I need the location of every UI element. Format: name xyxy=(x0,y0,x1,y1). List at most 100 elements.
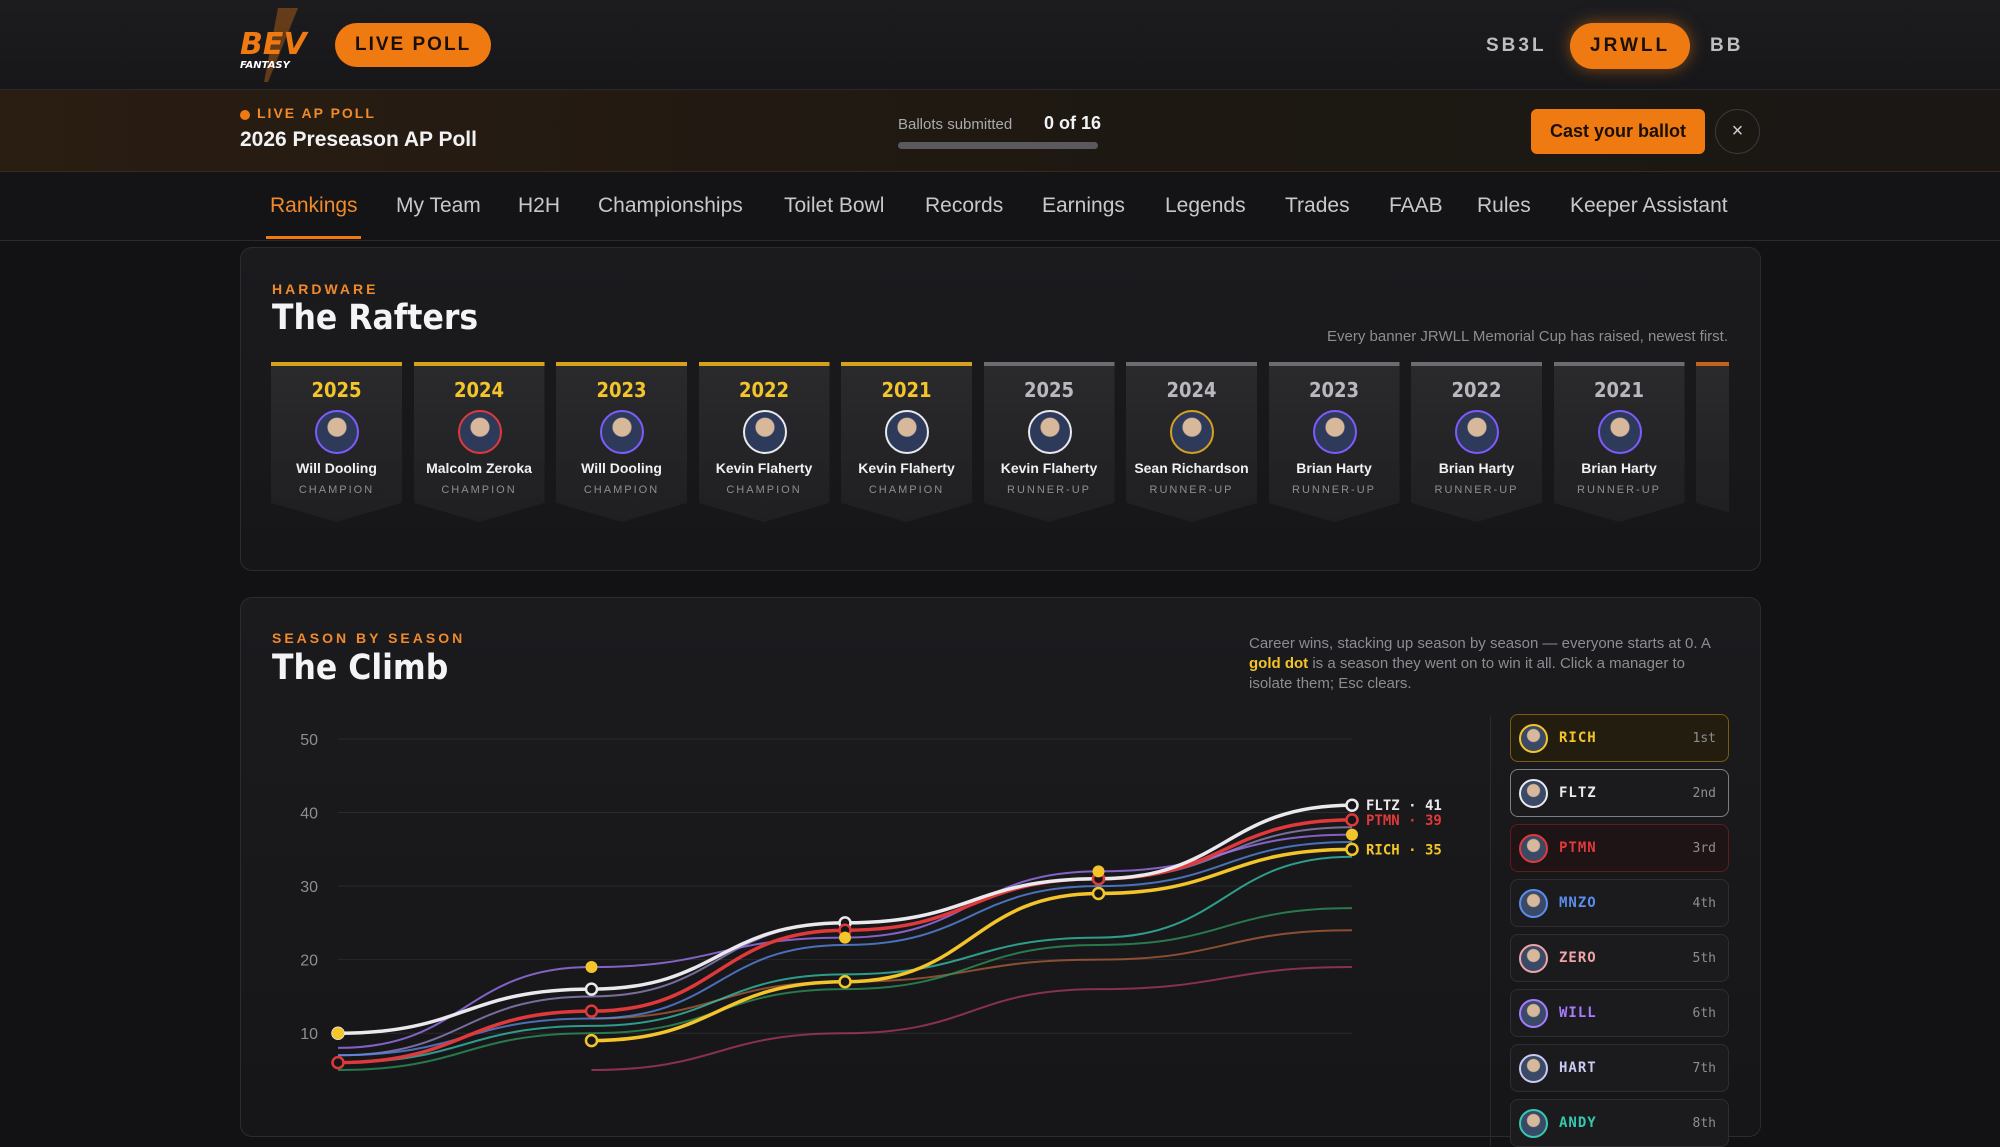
legend-manager-code: FLTZ xyxy=(1559,785,1597,801)
cast-ballot-button[interactable]: Cast your ballot xyxy=(1531,109,1705,154)
data-point xyxy=(1345,798,1359,812)
avatar xyxy=(1519,724,1548,753)
tab-h2h[interactable]: H2H xyxy=(518,194,561,217)
tab-faab[interactable]: FAAB xyxy=(1389,194,1443,217)
series-line xyxy=(337,907,1353,1071)
rafters-note: Every banner JRWLL Memorial Cup has rais… xyxy=(1327,328,1728,345)
data-point xyxy=(838,974,852,989)
legend-manager-code: WILL xyxy=(1559,1005,1597,1021)
live-poll-button[interactable]: LIVE POLL xyxy=(335,23,492,67)
tab-records[interactable]: Records xyxy=(925,194,1004,217)
championship-gold-dot xyxy=(1346,828,1358,841)
tab-keeper-assistant[interactable]: Keeper Assistant xyxy=(1570,194,1728,217)
legend-item-rich[interactable]: RICH 1st xyxy=(1510,714,1729,762)
ballots-progress-bar xyxy=(898,142,1098,149)
climb-note: Career wins, stacking up season by seaso… xyxy=(1249,634,1729,694)
close-icon[interactable]: × xyxy=(1715,109,1760,154)
ballots-count: 0 of 16 xyxy=(1044,113,1102,133)
legend-rank: 3rd xyxy=(1692,841,1716,856)
tab-rules[interactable]: Rules xyxy=(1477,194,1531,217)
avatar xyxy=(1519,1109,1548,1138)
series-line xyxy=(337,855,1353,1064)
y-tick-label: 20 xyxy=(300,953,318,970)
legend-rank: 6th xyxy=(1692,1006,1716,1021)
series-line xyxy=(337,840,1353,1057)
legend-manager-code: MNZO xyxy=(1559,895,1597,911)
avatar xyxy=(1519,944,1548,973)
data-point xyxy=(1345,842,1359,857)
active-tab-underline xyxy=(266,236,361,239)
avatar xyxy=(1519,834,1548,863)
tab-rankings[interactable]: Rankings xyxy=(270,194,358,217)
legend-item-hart[interactable]: HART 7th xyxy=(1510,1044,1729,1092)
league-tab-jrwll[interactable]: JRWLL xyxy=(1570,23,1691,69)
y-tick-label: 30 xyxy=(300,879,318,896)
legend-manager-code: ANDY xyxy=(1559,1115,1597,1131)
series-end-label: PTMN · 39 xyxy=(1366,813,1442,829)
climb-note-text: Career wins, stacking up season by seaso… xyxy=(1249,635,1711,652)
legend-item-andy[interactable]: ANDY 8th xyxy=(1510,1099,1729,1147)
legend-manager-code: RICH xyxy=(1559,730,1597,746)
legend-manager-code: HART xyxy=(1559,1060,1597,1076)
data-point xyxy=(1345,813,1359,827)
top-bar: BEV FANTASY LIVE POLL SB3L JRWLL BB xyxy=(0,0,2000,90)
league-tab-sb3l[interactable]: SB3L xyxy=(1486,35,1547,56)
main-nav: Rankings My Team H2H Championships Toile… xyxy=(0,172,2000,241)
championship-gold-dot xyxy=(332,1027,344,1040)
y-tick-label: 10 xyxy=(300,1026,318,1043)
legend-item-ptmn[interactable]: PTMN 3rd xyxy=(1510,824,1729,872)
data-point xyxy=(1091,886,1106,901)
climb-panel: SEASON BY SEASON The Climb Career wins, … xyxy=(240,597,1761,1146)
series-line xyxy=(591,966,1353,1071)
climb-note-gold: gold dot xyxy=(1249,655,1309,672)
chart-legend-divider xyxy=(1490,716,1491,1146)
championship-gold-dot xyxy=(839,931,851,944)
legend-item-mnzo[interactable]: MNZO 4th xyxy=(1510,879,1729,927)
league-tab-bb[interactable]: BB xyxy=(1710,35,1744,56)
svg-text:FANTASY: FANTASY xyxy=(240,60,292,71)
rafters-title: The Rafters xyxy=(272,298,479,338)
legend-item-will[interactable]: WILL 6th xyxy=(1510,989,1729,1037)
data-point xyxy=(584,1004,599,1018)
series-line xyxy=(591,847,1353,1043)
tab-earnings[interactable]: Earnings xyxy=(1042,194,1125,217)
avatar xyxy=(1519,779,1548,808)
tab-trades[interactable]: Trades xyxy=(1285,194,1350,217)
tab-championships[interactable]: Championships xyxy=(598,194,743,217)
climb-kicker: SEASON BY SEASON xyxy=(272,630,466,646)
championship-gold-dot xyxy=(1092,865,1105,878)
tab-legends[interactable]: Legends xyxy=(1165,194,1246,217)
avatar xyxy=(1519,1054,1548,1083)
climb-title: The Climb xyxy=(272,648,449,688)
rafters-panel: HARDWARE The Rafters Every banner JRWLL … xyxy=(240,247,1761,571)
championship-gold-dot xyxy=(585,961,598,974)
legend-manager-code: ZERO xyxy=(1559,950,1597,966)
legend-rank: 7th xyxy=(1692,1061,1716,1076)
svg-text:BEV: BEV xyxy=(240,27,309,62)
poll-title: 2026 Preseason AP Poll xyxy=(240,128,477,151)
legend-rank: 4th xyxy=(1692,896,1716,911)
y-tick-label: 50 xyxy=(300,732,318,749)
data-point xyxy=(584,982,599,996)
series-end-label: RICH · 35 xyxy=(1366,842,1442,858)
y-tick-label: 40 xyxy=(300,806,318,823)
poll-kicker: LIVE AP POLL xyxy=(257,105,376,121)
avatar xyxy=(1519,889,1548,918)
legend-item-fltz[interactable]: FLTZ 2nd xyxy=(1510,769,1729,817)
legend-rank: 2nd xyxy=(1692,786,1716,801)
bev-fantasy-logo[interactable]: BEV FANTASY xyxy=(238,6,320,84)
live-indicator-dot xyxy=(240,110,250,120)
rafters-kicker: HARDWARE xyxy=(272,281,379,297)
legend-manager-code: PTMN xyxy=(1559,840,1597,856)
data-point xyxy=(584,1033,599,1048)
tab-toilet-bowl[interactable]: Toilet Bowl xyxy=(784,194,885,217)
legend-rank: 5th xyxy=(1692,951,1716,966)
legend-item-zero[interactable]: ZERO 5th xyxy=(1510,934,1729,982)
ballots-label: Ballots submitted xyxy=(898,116,1013,133)
legend-rank: 8th xyxy=(1692,1116,1716,1131)
data-point xyxy=(331,1055,345,1070)
series-end-label: FLTZ · 41 xyxy=(1366,798,1442,814)
avatar xyxy=(1519,999,1548,1028)
tab-my-team[interactable]: My Team xyxy=(396,194,481,217)
climb-note-text-end: is a season they went on to win it all. … xyxy=(1249,655,1686,692)
